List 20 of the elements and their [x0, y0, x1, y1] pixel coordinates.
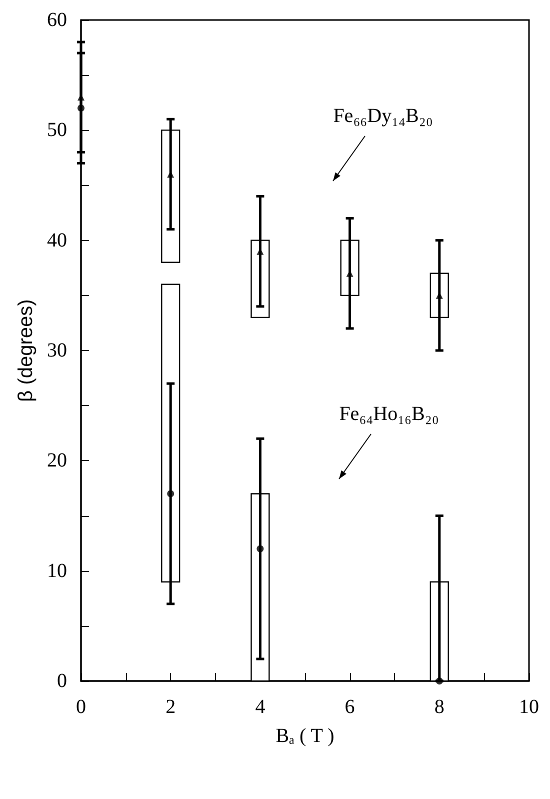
x-tick-label: 10: [519, 696, 539, 718]
y-tick-label: 10: [47, 560, 67, 582]
x-tick-label: 6: [344, 696, 355, 718]
y-tick-label: 20: [47, 450, 67, 472]
x-axis-title: Bₐ ( T ): [276, 725, 334, 747]
point: [256, 545, 264, 552]
point: [167, 490, 174, 498]
y-tick-label: 40: [47, 229, 67, 252]
y-tick-label: 50: [47, 119, 67, 142]
x-tick-label: 4: [255, 696, 266, 718]
point: [78, 104, 84, 112]
x-tick-label: 8: [434, 696, 444, 718]
y-tick-label: 30: [47, 340, 67, 362]
y-tick-label: 60: [47, 9, 67, 31]
annotation: Fe₆₆Dy₁₄B₂₀: [333, 105, 433, 127]
y-tick-label: 0: [57, 670, 67, 692]
y-axis-title: β (degrees): [15, 299, 37, 402]
x-tick-label: 2: [166, 696, 176, 718]
x-tick-label: 0: [76, 696, 86, 718]
annotation: Fe₆₄Ho₁₆B₂₀: [339, 403, 439, 425]
